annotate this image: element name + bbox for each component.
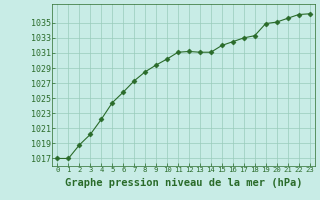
X-axis label: Graphe pression niveau de la mer (hPa): Graphe pression niveau de la mer (hPa)	[65, 178, 302, 188]
